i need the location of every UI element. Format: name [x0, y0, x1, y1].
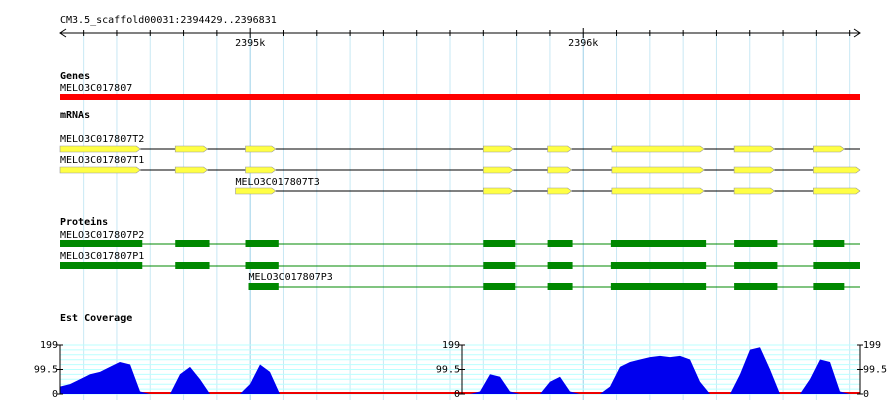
feature-name: MELO3C017807P3	[249, 272, 333, 283]
exon	[733, 166, 775, 174]
track-title: Proteins	[60, 216, 108, 228]
cds	[175, 262, 210, 269]
exon	[547, 145, 573, 153]
exon	[59, 166, 141, 174]
cds	[483, 262, 516, 269]
exon	[813, 187, 861, 195]
cds	[734, 240, 778, 247]
cds	[610, 283, 707, 290]
y-tick-label: 99.5	[863, 365, 887, 376]
cds	[734, 283, 778, 290]
y-tick-label: 0	[454, 389, 460, 400]
exon	[59, 145, 141, 153]
exon	[733, 145, 775, 153]
exon	[611, 145, 705, 153]
exon	[813, 166, 861, 174]
cds	[483, 240, 516, 247]
cds	[610, 262, 707, 269]
gene	[60, 94, 860, 100]
track-title: Genes	[60, 71, 90, 82]
y-tick-label: 199	[40, 340, 58, 351]
exon	[245, 166, 277, 174]
y-tick-label: 199	[863, 340, 881, 351]
track-title: Est Coverage	[60, 313, 132, 324]
exon	[174, 166, 209, 174]
cds	[60, 240, 143, 247]
y-tick-label: 0	[863, 389, 869, 400]
exon	[245, 145, 277, 153]
cds	[813, 262, 860, 269]
feature-name: MELO3C017807T2	[60, 134, 144, 145]
cds	[734, 262, 778, 269]
exon	[813, 145, 845, 153]
location: CM3.5_scaffold00031:2394429..2396831	[60, 15, 277, 26]
exon	[611, 166, 705, 174]
exon	[483, 145, 514, 153]
cds	[175, 240, 210, 247]
cds	[610, 240, 707, 247]
track-title: mRNAs	[60, 110, 90, 121]
cds	[547, 240, 573, 247]
exon	[235, 187, 277, 195]
y-tick-label: 0	[52, 389, 58, 400]
feature-name: MELO3C017807P1	[60, 251, 144, 262]
cds	[547, 262, 573, 269]
feature-name: MELO3C017807P2	[60, 230, 144, 241]
cds	[245, 262, 279, 269]
ruler-arrows	[59, 28, 861, 38]
exon	[483, 166, 514, 174]
cds	[547, 283, 573, 290]
cds	[813, 283, 845, 290]
gene-name: MELO3C017807	[60, 83, 132, 94]
y-tick-label: 99.5	[34, 365, 58, 376]
feature-name: MELO3C017807T3	[236, 177, 320, 188]
exon	[733, 187, 775, 195]
cds	[248, 283, 279, 290]
exon	[483, 187, 514, 195]
exon	[611, 187, 705, 195]
cds	[60, 262, 143, 269]
coverage-area	[60, 347, 860, 394]
cds	[483, 283, 516, 290]
exon	[174, 145, 209, 153]
exon	[547, 187, 573, 195]
tick-label: 2395k	[235, 38, 265, 49]
y-tick-label: 199	[442, 340, 460, 351]
exon	[547, 166, 573, 174]
tick-label: 2396k	[568, 38, 598, 49]
y-tick-label: 99.5	[436, 365, 460, 376]
cds	[813, 240, 845, 247]
cds	[245, 240, 279, 247]
feature-name: MELO3C017807T1	[60, 155, 144, 166]
